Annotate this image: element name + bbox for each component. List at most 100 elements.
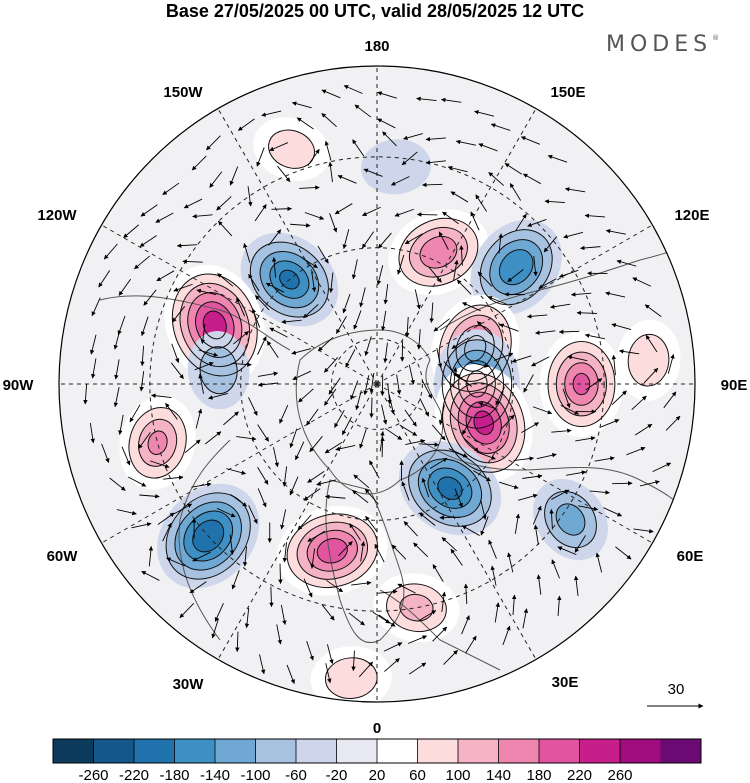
- colorbar-swatch-10: [458, 739, 499, 763]
- wind-arrow-127: [549, 509, 554, 530]
- wind-arrow-370: [317, 337, 334, 352]
- wind-arrow-110: [157, 512, 175, 525]
- wind-arrow-207: [165, 402, 178, 420]
- wind-arrow-271: [523, 374, 534, 393]
- wind-arrow-388: [345, 349, 356, 368]
- wind-arrow-18: [632, 277, 652, 287]
- wind-arrow-155: [143, 289, 157, 306]
- wind-arrow-100: [134, 255, 151, 270]
- wind-arrow-210: [216, 507, 236, 518]
- wind-arrow-130: [594, 456, 615, 462]
- wind-arrow-341: [429, 302, 434, 323]
- wind-arrow-99: [139, 235, 157, 248]
- wind-arrow-327: [289, 476, 299, 496]
- wind-arrow-209: [191, 482, 212, 488]
- wind-arrow-17: [644, 304, 662, 317]
- wind-arrow-318: [265, 282, 285, 293]
- wind-arrow-49: [116, 509, 137, 516]
- wind-arrow-61: [407, 635, 428, 644]
- lon-label-90e: 90E: [721, 377, 748, 394]
- wind-arrow-248: [200, 323, 206, 345]
- wind-arrow-365: [416, 329, 422, 350]
- wind-arrow-19: [616, 259, 637, 267]
- colorbar-swatch-3: [174, 739, 215, 763]
- wind-arrow-263: [403, 521, 418, 537]
- map-border: [58, 65, 696, 703]
- wind-arrow-299: [401, 481, 410, 501]
- wind-arrow-363: [443, 361, 458, 377]
- wind-arrow-154: [156, 270, 175, 282]
- wind-arrow-246: [217, 273, 234, 287]
- wind-arrow-104: [114, 359, 120, 380]
- anomaly-shade-c17-0: [361, 139, 431, 195]
- wind-arrow-373: [298, 388, 314, 403]
- wind-arrow-228: [562, 388, 571, 409]
- wind-arrow-304: [500, 414, 515, 431]
- wind-arrow-106: [118, 414, 124, 435]
- wind-arrow-380: [399, 424, 418, 436]
- wind-arrow-312: [428, 266, 442, 283]
- wind-arrow-29: [377, 91, 397, 99]
- contour-c3-3: [187, 292, 243, 358]
- wind-arrow-105: [113, 387, 120, 408]
- wind-arrow-189: [515, 213, 527, 232]
- colorbar-tick-3: -140: [200, 767, 230, 783]
- wind-arrow-92: [296, 117, 314, 130]
- wind-arrow-300: [421, 477, 430, 498]
- colorbar-swatch-0: [53, 739, 94, 763]
- wind-arrow-111: [162, 522, 172, 542]
- wind-arrow-328: [303, 488, 321, 501]
- wind-arrow-305: [478, 402, 498, 410]
- wind-arrow-86: [455, 139, 477, 146]
- wind-arrow-129: [589, 490, 610, 495]
- wind-arrow-158: [139, 371, 145, 392]
- wind-arrow-226: [551, 428, 572, 434]
- wind-arrow-252: [195, 408, 203, 429]
- wind-arrow-10: [633, 528, 654, 534]
- wind-arrow-282: [317, 245, 329, 264]
- wind-arrow-14: [663, 391, 677, 409]
- wind-arrow-229: [531, 356, 550, 367]
- wind-arrow-6: [557, 595, 562, 616]
- wind-arrow-81: [563, 231, 584, 239]
- wind-arrow-187: [538, 278, 557, 289]
- wind-arrow-403: [355, 390, 362, 411]
- wind-arrow-195: [337, 175, 357, 184]
- wind-arrow-137: [558, 269, 579, 278]
- wind-arrow-198: [271, 206, 292, 212]
- wind-arrow-197: [299, 185, 320, 190]
- wind-arrow-156: [140, 316, 149, 337]
- wind-arrow-350: [257, 382, 279, 387]
- wind-arrow-240: [334, 203, 353, 215]
- wind-arrow-353: [295, 441, 305, 461]
- wind-arrow-330: [352, 489, 369, 504]
- wind-arrow-390: [328, 377, 341, 395]
- wind-arrow-317: [311, 271, 317, 293]
- wind-arrow-281: [342, 229, 350, 250]
- wind-arrow-43: [89, 334, 97, 355]
- wind-arrow-150: [247, 186, 253, 207]
- wind-arrow-193: [390, 176, 410, 186]
- wind-arrow-143: [425, 160, 446, 165]
- colorbar-tick-2: -180: [159, 767, 189, 783]
- wind-arrow-80: [580, 245, 601, 251]
- wind-arrow-225: [536, 452, 557, 460]
- wind-arrow-149: [277, 165, 291, 183]
- wind-arrow-142: [447, 165, 468, 173]
- wind-arrow-196: [328, 161, 333, 183]
- wind-arrow-183: [585, 378, 603, 391]
- wind-arrow-77: [611, 323, 632, 331]
- wind-arrow-58: [325, 663, 332, 684]
- wind-arrow-320: [251, 308, 261, 328]
- meridian-240: [101, 224, 378, 385]
- anomaly-shade-c13-1: [200, 346, 238, 394]
- wind-arrow-295: [297, 514, 312, 531]
- wind-arrow-167: [269, 586, 274, 608]
- contour-c7-4: [572, 372, 591, 396]
- wind-arrow-5: [522, 608, 529, 629]
- contour-c8-4: [465, 401, 502, 445]
- wind-arrow-160: [138, 432, 151, 449]
- wind-arrow-4: [502, 625, 511, 646]
- wind-arrow-200: [218, 220, 233, 237]
- wind-arrow-35: [206, 135, 221, 151]
